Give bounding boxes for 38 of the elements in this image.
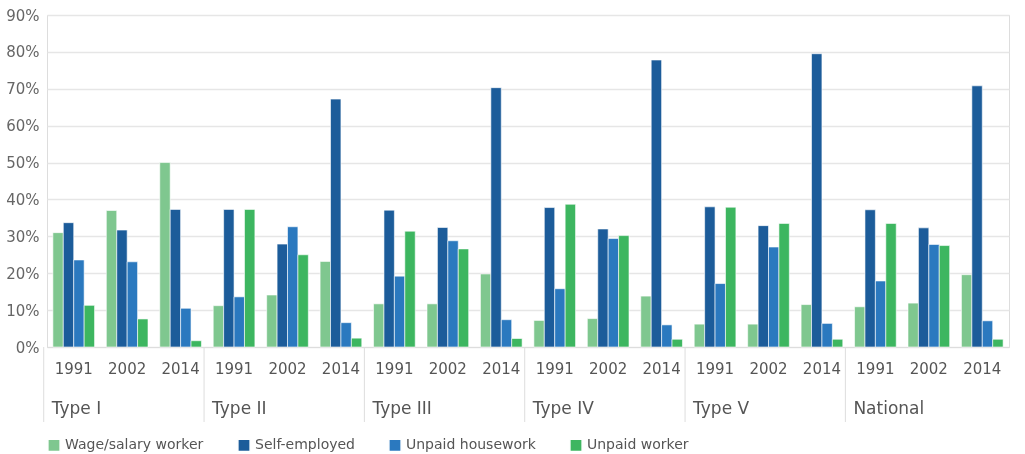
legend-label: Unpaid housework bbox=[406, 436, 537, 453]
y-tick-label: 0% bbox=[15, 338, 40, 357]
x-tick-label: 2002 bbox=[589, 359, 628, 378]
x-tick-label: 1991 bbox=[54, 359, 93, 378]
y-tick-label: 60% bbox=[6, 117, 40, 136]
x-tick-label: 2014 bbox=[642, 359, 681, 378]
y-tick-label: 80% bbox=[6, 43, 40, 62]
y-tick-label: 40% bbox=[6, 190, 40, 209]
x-tick-label: 2014 bbox=[482, 359, 521, 378]
text: Type III bbox=[371, 398, 432, 418]
y-tick-label: 30% bbox=[6, 227, 40, 246]
x-tick-label: 2014 bbox=[321, 359, 361, 378]
text: Type V bbox=[692, 398, 750, 418]
text: Type IV bbox=[531, 398, 595, 418]
legend-label: Wage/salary worker bbox=[65, 436, 204, 453]
x-tick-label: 2002 bbox=[268, 359, 307, 378]
text: Type I bbox=[50, 398, 102, 418]
y-tick-label: 10% bbox=[6, 301, 40, 320]
y-tick-label: 70% bbox=[6, 80, 40, 99]
x-tick-label: 2014 bbox=[161, 359, 200, 378]
legend-label: Unpaid worker bbox=[587, 436, 689, 453]
x-tick-label: 2002 bbox=[749, 359, 788, 378]
y-tick-label: 50% bbox=[6, 154, 40, 173]
x-tick-label: 2002 bbox=[428, 359, 467, 378]
x-tick-label: 2014 bbox=[802, 359, 842, 378]
x-tick-label: 2002 bbox=[108, 359, 147, 378]
x-tick-label: 1991 bbox=[695, 359, 735, 378]
x-tick-label: 1991 bbox=[375, 359, 414, 378]
x-tick-label: 1991 bbox=[535, 359, 574, 378]
y-tick-label: 20% bbox=[6, 264, 40, 283]
y-tick-label: 90% bbox=[6, 6, 40, 25]
x-tick-label: 1991 bbox=[214, 359, 254, 378]
x-tick-label: 1991 bbox=[856, 359, 895, 378]
x-tick-label: 2002 bbox=[909, 359, 948, 378]
x-tick-label: 2014 bbox=[963, 359, 1002, 378]
text: Type II bbox=[211, 398, 267, 418]
legend-label: Self-employed bbox=[255, 436, 355, 453]
text: National bbox=[853, 398, 925, 418]
